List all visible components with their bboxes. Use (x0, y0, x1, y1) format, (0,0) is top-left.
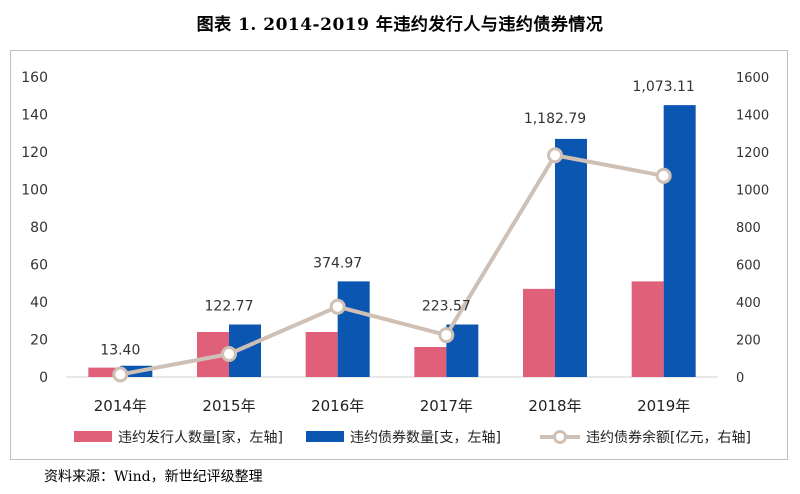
right-tick-label: 400 (736, 296, 761, 311)
bar-bonds (337, 281, 370, 377)
balance-value-label: 374.97 (313, 255, 362, 271)
left-tick-label: 20 (30, 333, 48, 349)
left-tick-label: 40 (30, 295, 48, 311)
legend-swatch (306, 431, 344, 442)
category-label: 2015年 (202, 397, 255, 415)
category-label: 2018年 (528, 397, 581, 415)
category-labels: 2014年 2015年 2016年 2017年 2018年 2019年 (94, 397, 691, 415)
bar-issuers (305, 332, 338, 377)
legend-label: 违约债券余额[亿元，右轴] (586, 429, 751, 446)
balance-value-label: 1,182.79 (524, 111, 586, 127)
bar-issuers (631, 281, 664, 377)
bar-issuers (523, 288, 555, 377)
balance-point (221, 345, 237, 362)
bar-bonds (555, 138, 587, 377)
left-tick-label: 0 (39, 370, 48, 386)
balance-point (329, 298, 346, 315)
legend-swatch (74, 431, 112, 442)
balance-point (112, 366, 129, 383)
left-axis-ticks: 0 20 40 60 80 100 120 140 160 (21, 70, 48, 386)
balance-point (438, 327, 455, 344)
category-label: 2019年 (637, 397, 690, 415)
legend-label: 违约债券数量[支，左轴] (350, 430, 501, 446)
legend-label: 违约发行人数量[家，左轴] (118, 429, 283, 446)
balance-value-label: 122.77 (205, 299, 254, 315)
value-labels: 13.40 122.77 374.97 223.57 1,182.79 1,073.11 (100, 79, 695, 358)
bar-bonds (663, 105, 696, 377)
balance-value-label: 1,073.11 (632, 79, 694, 95)
right-tick-label: 0 (736, 371, 744, 386)
left-tick-label: 160 (21, 70, 48, 86)
right-tick-label: 1200 (736, 146, 769, 161)
bars (88, 105, 696, 377)
right-tick-label: 1600 (736, 71, 769, 86)
right-axis-ticks: 0 200 400 600 800 1000 1200 1400 1600 (736, 71, 769, 386)
balance-line (119, 153, 665, 377)
category-label: 2014年 (94, 397, 147, 415)
left-tick-label: 100 (21, 183, 48, 199)
category-label: 2017年 (420, 397, 473, 415)
left-tick-label: 60 (30, 258, 48, 274)
chart-title: 图表 1. 2014-2019 年违约发行人与违约债券情况 (196, 15, 604, 35)
line-series (112, 147, 672, 383)
right-tick-label: 200 (736, 334, 761, 349)
right-tick-label: 1400 (736, 109, 769, 124)
right-tick-label: 800 (736, 221, 761, 236)
bar-issuers (88, 367, 121, 377)
balance-point (547, 147, 563, 164)
legend: 违约发行人数量[家，左轴] 违约债券数量[支，左轴] 违约债券余额[亿元，右轴] (74, 429, 751, 446)
chart-frame (10, 50, 788, 460)
left-tick-label: 80 (30, 220, 48, 236)
source-note: 资料来源：Wind，新世纪评级整理 (44, 469, 263, 485)
left-tick-label: 140 (21, 108, 48, 124)
category-label: 2016年 (311, 397, 364, 415)
balance-value-label: 223.57 (422, 299, 471, 315)
right-tick-label: 1000 (736, 184, 769, 199)
bar-issuers (414, 347, 447, 377)
legend-marker (553, 430, 567, 444)
right-tick-label: 600 (736, 259, 761, 274)
balance-point (655, 167, 672, 184)
balance-value-label: 13.40 (100, 342, 140, 358)
left-tick-label: 120 (21, 145, 48, 161)
